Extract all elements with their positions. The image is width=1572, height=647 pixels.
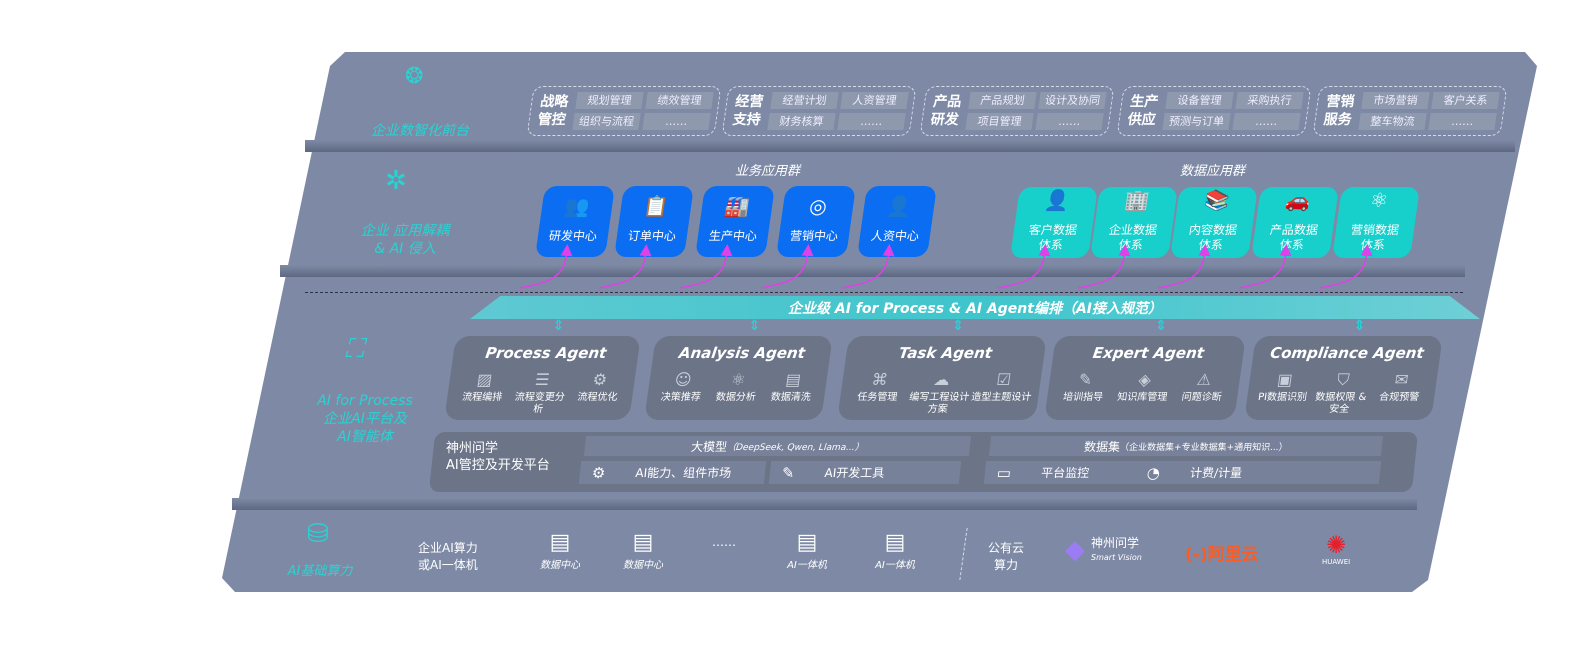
connector-arrow bbox=[1319, 244, 1373, 289]
server-item: ▤ 数据中心 bbox=[530, 530, 590, 571]
bidirectional-arrow-icon: ⇕ bbox=[1155, 318, 1167, 334]
agent-feature[interactable]: ⛉ 数据权限 & 安全 bbox=[1309, 368, 1373, 416]
server-icon: ▤ bbox=[549, 530, 571, 555]
doc-icon: ▤ bbox=[784, 370, 803, 389]
agent-feature[interactable]: ▨ 流程编排 bbox=[451, 368, 515, 416]
agent-feature[interactable]: ⚛ 数据分析 bbox=[708, 368, 767, 404]
model-bar: 大模型 （DeepSeek, Qwen, Llama...） bbox=[583, 436, 972, 456]
gauge-icon: ◔ bbox=[1146, 463, 1162, 482]
server-icon: ▤ bbox=[884, 530, 906, 555]
front-label: 企业数智化前台 bbox=[371, 123, 469, 139]
molecule-icon: ✲ bbox=[385, 166, 407, 196]
connector-arrow bbox=[760, 244, 814, 289]
list-icon: ☰ bbox=[533, 370, 551, 389]
connector-arrow bbox=[1077, 244, 1131, 289]
onprem-label: 企业AI算力 或AI一体机 bbox=[418, 541, 478, 572]
atom-icon: ⚛ bbox=[729, 370, 747, 389]
cloud-icon: ☁ bbox=[932, 370, 952, 389]
smartvision-diamond-icon: ◆ bbox=[1065, 535, 1085, 565]
brain-icon: ❂ bbox=[405, 64, 424, 89]
server-icon: ▤ bbox=[632, 530, 654, 555]
bidirectional-arrow-icon: ⇕ bbox=[552, 318, 565, 334]
connector-arrow bbox=[519, 244, 573, 289]
business-title: 业务应用群 bbox=[735, 164, 801, 179]
shield-icon: ⛉ bbox=[1335, 370, 1351, 389]
bidirectional-arrow-icon: ⇕ bbox=[748, 318, 761, 334]
connector-arrow bbox=[1157, 244, 1211, 289]
layers-icon: ◈ bbox=[1137, 370, 1153, 389]
diagnosis-icon: ⚠ bbox=[1195, 370, 1213, 389]
agent-card[interactable]: Analysis Agent ☺ 决策推荐 ⚛ 数据分析 ▤ 数据清洗 bbox=[644, 336, 833, 420]
layer-divider bbox=[280, 265, 1465, 277]
agent-feature[interactable]: ☑ 造型主题设计 bbox=[968, 368, 1036, 416]
server-icon: ▤ bbox=[796, 530, 818, 555]
data-title: 数据应用群 bbox=[1180, 164, 1246, 179]
aliyun-logo: (-)阿里云 bbox=[1185, 545, 1259, 565]
bidirectional-arrow-icon: ⇕ bbox=[952, 318, 964, 334]
network-icon: ⌘ bbox=[870, 370, 890, 389]
cloud-label: 公有云 算力 bbox=[988, 541, 1025, 572]
apps-label: 企业 应用解耦 & AI 侵入 bbox=[360, 223, 450, 257]
connector-arrow bbox=[997, 244, 1051, 289]
agent-card[interactable]: Task Agent ⌘ 任务管理 ☁ 编写工程设计方案 ☑ 造型主题设计 bbox=[837, 336, 1047, 420]
huawei-flower-icon: ✺ bbox=[1326, 531, 1347, 559]
alert-icon: ✉ bbox=[1393, 370, 1410, 389]
agent-feature[interactable]: ▣ PI数据识别 bbox=[1251, 368, 1315, 416]
pen-icon: ✎ bbox=[1077, 370, 1094, 389]
dashed-divider bbox=[305, 292, 1463, 293]
agent-feature[interactable]: ☰ 流程变更分析 bbox=[509, 368, 573, 416]
face-scan-icon: ⛶ bbox=[345, 334, 364, 364]
connector-arrow bbox=[1238, 244, 1292, 289]
infra-label: AI基础算力 bbox=[287, 564, 353, 579]
server-item: ▤ AI一体机 bbox=[865, 530, 925, 571]
dataset-bar: 数据集 （企业数据集+专业数据集+通用知识...） bbox=[988, 436, 1384, 456]
server-item: ▤ AI一体机 bbox=[777, 530, 837, 571]
id-icon: ▣ bbox=[1276, 370, 1294, 389]
agent-feature[interactable]: ⚠ 问题诊断 bbox=[1171, 368, 1235, 404]
connector-arrow bbox=[598, 244, 652, 289]
layer-divider bbox=[232, 498, 1417, 510]
orchestration-banner: 企业级 AI for Process & AI Agent编排（AI接入规范） bbox=[470, 296, 1480, 319]
chart-icon: ▨ bbox=[475, 370, 494, 389]
platform-tool[interactable]: ⚙ AI能力、组件市场 bbox=[578, 461, 767, 484]
connector-arrow bbox=[679, 244, 733, 289]
agent-feature[interactable]: ☁ 编写工程设计方案 bbox=[906, 368, 974, 416]
dev-tool-icon: ✎ bbox=[781, 463, 796, 482]
agent-feature[interactable]: ☺ 决策推荐 bbox=[653, 368, 712, 404]
huawei-logo: ✺ HUAWEI bbox=[1322, 531, 1351, 566]
agent-card[interactable]: Compliance Agent ▣ PI数据识别 ⛉ 数据权限 & 安全 ✉ 合规预警 bbox=[1244, 336, 1443, 420]
agent-feature[interactable]: ⌘ 任务管理 bbox=[844, 368, 912, 416]
server-item: ▤ 数据中心 bbox=[613, 530, 673, 571]
monitor-icon: ▭ bbox=[996, 463, 1013, 482]
smartvision-logo: ◆ 神州问学 Smart Vision bbox=[1065, 535, 1142, 565]
agent-card[interactable]: Expert Agent ✎ 培训指导 ◈ 知识库管理 ⚠ 问题诊断 bbox=[1044, 336, 1246, 420]
agent-feature[interactable]: ⚙ 流程优化 bbox=[566, 368, 630, 416]
agent-feature[interactable]: ▤ 数据清洗 bbox=[763, 368, 822, 404]
bidirectional-arrow-icon: ⇕ bbox=[1353, 318, 1366, 334]
agent-feature[interactable]: ✎ 培训指导 bbox=[1053, 368, 1117, 404]
tools-icon: ⚙ bbox=[591, 370, 609, 389]
layer-divider bbox=[305, 140, 1515, 152]
ellipsis: …… bbox=[712, 535, 736, 549]
connector-arrow bbox=[841, 244, 895, 289]
agent-feature[interactable]: ✉ 合规预警 bbox=[1368, 368, 1432, 416]
head-icon: ☺ bbox=[673, 370, 693, 389]
agent-feature[interactable]: ◈ 知识库管理 bbox=[1112, 368, 1176, 404]
platform-name: 神州问学 AI管控及开发平台 bbox=[446, 441, 550, 473]
checklist-icon: ☑ bbox=[995, 370, 1013, 389]
ai-label: AI for Process 企业AI平台及 AI智能体 bbox=[317, 393, 413, 445]
market-icon: ⚙ bbox=[591, 463, 607, 482]
agent-card[interactable]: Process Agent ▨ 流程编排 ☰ 流程变更分析 ⚙ 流程优化 bbox=[444, 336, 641, 420]
database-icon: ⛁ bbox=[307, 519, 329, 549]
platform-tool[interactable]: ✎ AI开发工具 bbox=[768, 461, 962, 484]
platform-tool[interactable]: ◔ 计费/计量 bbox=[1133, 461, 1382, 484]
